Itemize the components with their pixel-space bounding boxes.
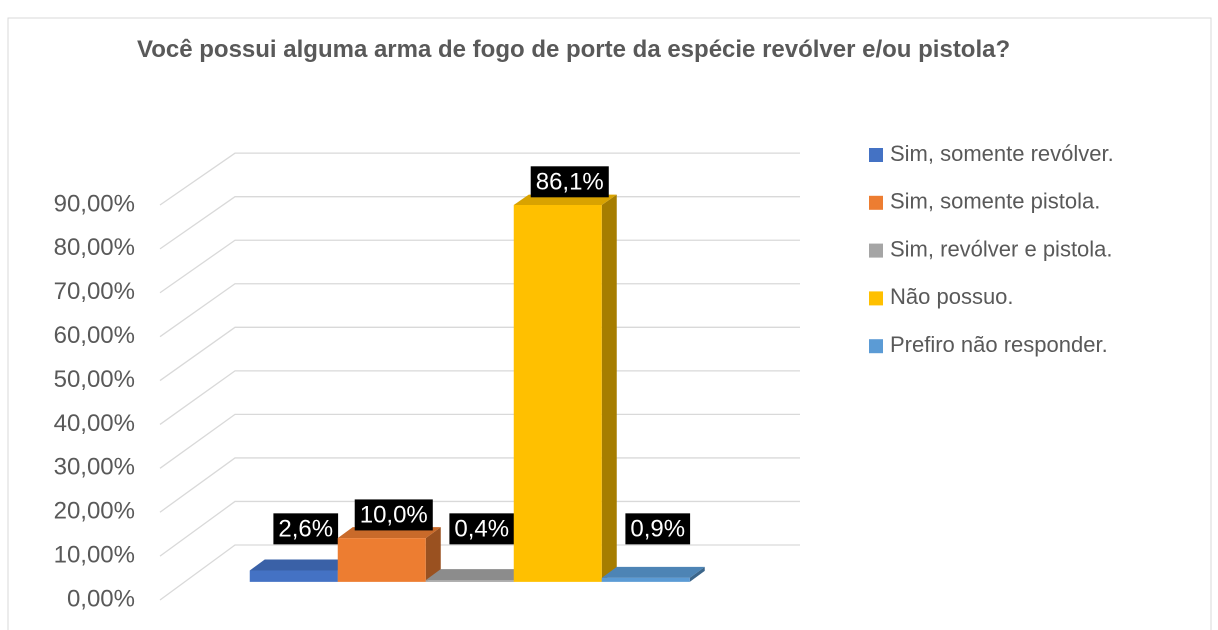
bar [513,204,602,582]
legend-label: Sim, revólver e pistola. [890,236,1113,261]
y-tick-label: 70,00% [54,278,135,305]
bar [601,577,690,582]
y-tick-label: 20,00% [54,498,135,525]
legend-swatch [869,195,883,210]
y-tick-label: 80,00% [54,234,135,261]
data-label: 86,1% [536,168,604,195]
bar [337,538,426,582]
data-label-box [273,513,339,545]
bar-side [425,527,441,582]
y-tick-label: 60,00% [54,322,135,349]
legend-swatch [869,148,883,162]
chart-title: Você possui alguma arma de fogo de porte… [137,36,1011,63]
grid-line [159,457,800,513]
grid-line [159,370,800,425]
grid-line [159,413,800,469]
data-label-box [449,513,515,545]
data-label: 2,6% [278,515,333,542]
data-label: 10,0% [360,501,428,528]
chart-border [7,17,1212,630]
y-tick-label: 0,00% [67,585,135,612]
data-label: 0,9% [630,515,685,542]
grid-line [159,239,800,294]
grid-line [159,152,800,206]
legend-swatch [869,291,883,306]
data-label-box [530,166,609,198]
y-tick-label: 10,00% [54,541,135,568]
y-tick-label: 90,00% [54,190,135,217]
bar-top [425,569,529,581]
data-label: 0,4% [454,515,509,542]
bar-top [249,559,353,571]
y-tick-label: 30,00% [54,454,135,481]
grid-line [159,196,800,250]
grid-line [159,326,800,382]
data-label-box [625,513,691,545]
bar [425,580,514,582]
bar-side [689,566,705,582]
bar [249,570,338,582]
legend-label: Sim, somente revólver. [890,141,1114,166]
legend-label: Não possuo. [890,284,1014,309]
bar-side [601,194,617,582]
bar-top [601,566,705,578]
legend-label: Prefiro não responder. [890,332,1108,357]
y-tick-label: 40,00% [54,410,135,437]
data-label-box [354,499,433,531]
y-tick-label: 50,00% [54,366,135,393]
legend-swatch [869,243,883,258]
grid-line [159,283,800,338]
legend-swatch [869,339,883,354]
legend-label: Sim, somente pistola. [890,189,1100,214]
